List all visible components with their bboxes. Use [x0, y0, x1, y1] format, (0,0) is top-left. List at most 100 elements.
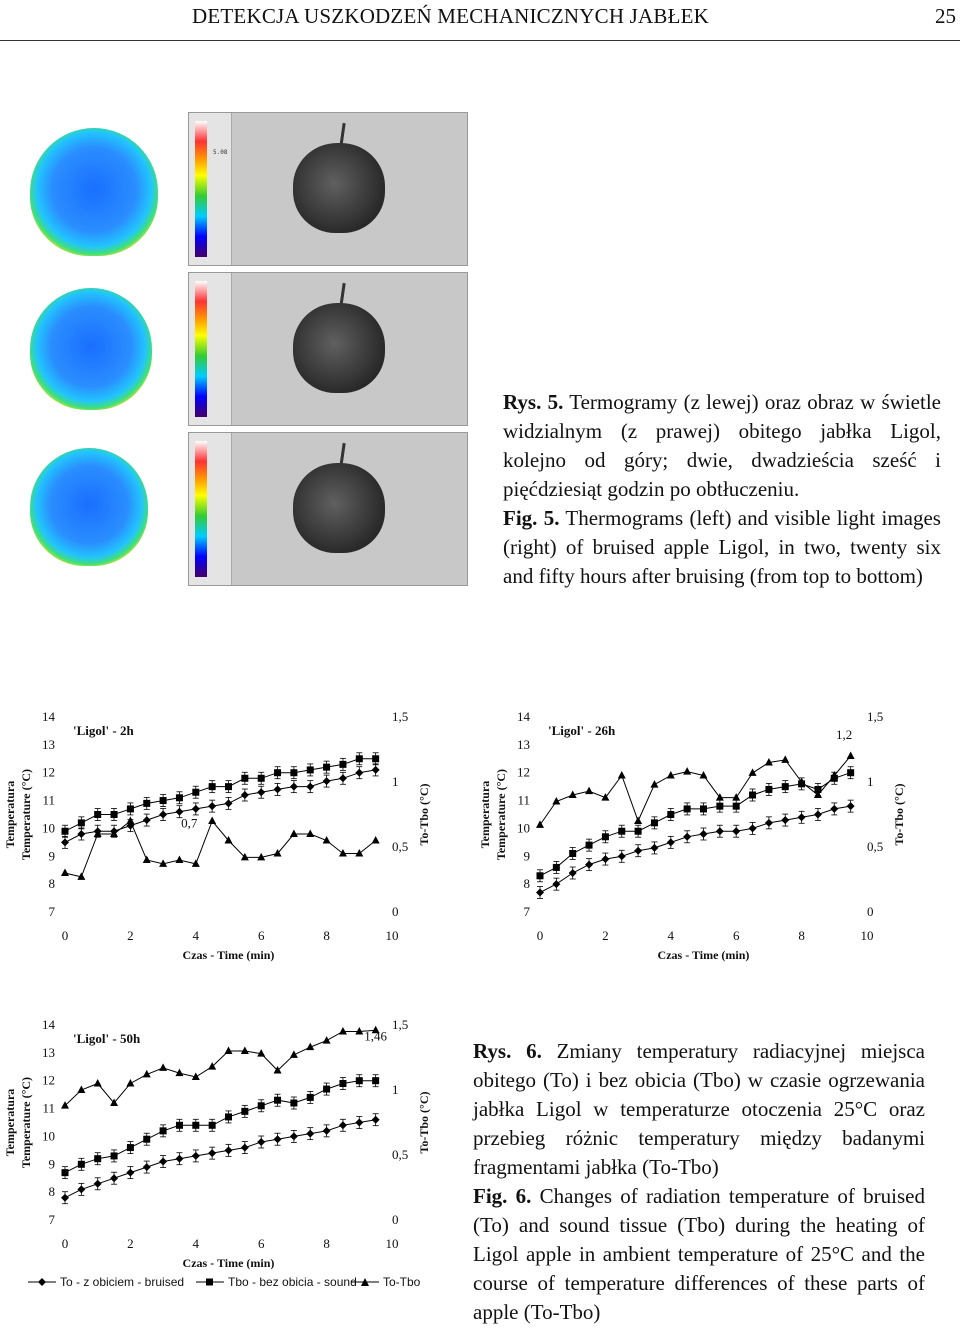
chart-svg: 7 8 9 10 11 12 13 14 0 0,5 1 1,5 0 2 4 6 8 10 Czas - Time … [3, 1017, 431, 1270]
data-point-to [93, 1179, 102, 1188]
legend-item-diff: To-Tbo [351, 1275, 420, 1289]
caption-label-pl: Rys. 5. [503, 390, 564, 414]
data-point-diff [257, 1049, 266, 1057]
data-point-tbo [77, 1160, 85, 1168]
thermogram-50h [30, 448, 148, 566]
data-point-diff [322, 1036, 331, 1044]
data-point-to [289, 1132, 298, 1141]
data-point-diff [338, 1027, 347, 1035]
legend-square-marker [196, 1278, 224, 1286]
data-point-tbo [552, 863, 560, 871]
y-axis-label-left: Temperatura Temperature (°C) [3, 1077, 33, 1168]
data-point-tbo [175, 794, 183, 802]
x-tick-label: 2 [127, 1236, 134, 1251]
data-point-tbo [274, 769, 282, 777]
data-point-tbo [814, 785, 822, 793]
chart-ligol-2h: 7 8 9 10 11 12 13 14 0 0,5 1 1,5 0 2 4 6 8 10 Czas - Time … [0, 700, 440, 970]
data-point-to [110, 1174, 119, 1183]
data-point-to [650, 843, 659, 852]
data-point-to [273, 1135, 282, 1144]
data-point-tbo [650, 819, 658, 827]
data-point-to [568, 869, 577, 877]
data-point-to [338, 774, 347, 783]
y-axis-label-line: Temperature (°C) [19, 769, 33, 860]
data-point-to [322, 1126, 331, 1135]
data-point-to [683, 832, 692, 841]
data-point-tbo [323, 763, 331, 771]
x-tick-label: 2 [602, 928, 609, 943]
color-scale-bar [195, 281, 207, 417]
x-tick-label: 4 [668, 928, 675, 943]
y-tick-label-left: 10 [42, 1128, 55, 1143]
caption-label-pl: Rys. 6. [473, 1039, 542, 1063]
data-point-diff [289, 829, 298, 837]
data-point-to [175, 807, 184, 816]
data-point-tbo [372, 755, 380, 763]
x-tick-label: 10 [386, 1236, 399, 1251]
data-point-tbo [290, 769, 298, 777]
data-point-to [224, 1146, 233, 1155]
data-point-diff [830, 771, 839, 779]
y-tick-label-left: 9 [49, 848, 56, 863]
data-point-diff [585, 786, 594, 795]
y-tick-label-left: 10 [517, 820, 530, 835]
x-axis-label: Czas - Time (min) [183, 948, 275, 962]
data-point-to [322, 777, 331, 786]
x-tick-label: 8 [323, 1236, 330, 1251]
apple-photo [293, 143, 385, 233]
y-tick-label-left: 13 [42, 737, 55, 752]
data-point-tbo [143, 1135, 151, 1143]
apple-photo [293, 303, 385, 393]
data-point-diff [781, 755, 790, 763]
data-point-to [61, 838, 69, 847]
data-point-to [666, 838, 675, 847]
y-tick-label-left: 14 [42, 1017, 56, 1032]
data-point-tbo [781, 783, 789, 791]
data-point-tbo [94, 811, 102, 818]
data-point-to [355, 1118, 364, 1127]
chart-annotation: 0,7 [181, 816, 198, 831]
y-tick-label-left: 8 [49, 1184, 56, 1199]
data-point-diff [306, 1042, 315, 1051]
legend-label-to: To - z obiciem - bruised [60, 1275, 185, 1289]
data-point-tbo [339, 760, 347, 768]
y-axis-label-line: Temperature (°C) [494, 769, 508, 860]
data-point-diff [699, 771, 708, 779]
data-point-to [306, 782, 315, 791]
data-point-to [77, 1185, 86, 1194]
data-point-to [748, 824, 757, 833]
y-axis-label-right: To-Tbo (°C) [892, 783, 906, 845]
data-point-to [813, 810, 822, 819]
y-tick-label-right: 1 [392, 1082, 399, 1097]
y-tick-label-left: 13 [517, 737, 530, 752]
temperature-scale [189, 433, 232, 585]
data-point-diff [683, 767, 692, 775]
data-point-diff [289, 1050, 298, 1058]
data-point-tbo [257, 1102, 265, 1110]
data-point-diff [208, 816, 217, 824]
data-point-tbo [323, 1085, 331, 1093]
y-tick-label-right: 1,5 [867, 709, 883, 724]
data-point-diff [142, 1069, 151, 1078]
data-point-to [617, 852, 626, 861]
y-axis-label-line: Temperature (°C) [19, 1077, 33, 1168]
data-point-tbo [749, 791, 757, 799]
y-tick-label-right: 0 [392, 1212, 399, 1227]
data-point-diff [813, 790, 822, 798]
data-point-diff [634, 816, 643, 824]
y-tick-label-right: 1 [392, 774, 399, 789]
data-point-to [257, 788, 266, 797]
x-tick-label: 10 [386, 928, 399, 943]
data-point-diff [93, 1079, 102, 1087]
data-point-tbo [355, 1077, 363, 1085]
x-tick-label: 0 [537, 928, 544, 943]
data-point-diff [126, 1079, 135, 1087]
y-tick-label-left: 14 [517, 709, 531, 724]
data-point-tbo [110, 811, 118, 818]
data-point-diff [536, 820, 544, 828]
data-point-diff [257, 852, 266, 861]
data-point-to [830, 804, 839, 813]
y-tick-label-left: 9 [524, 848, 531, 863]
data-point-tbo [339, 1080, 347, 1087]
series-line-tbo [539, 772, 851, 877]
